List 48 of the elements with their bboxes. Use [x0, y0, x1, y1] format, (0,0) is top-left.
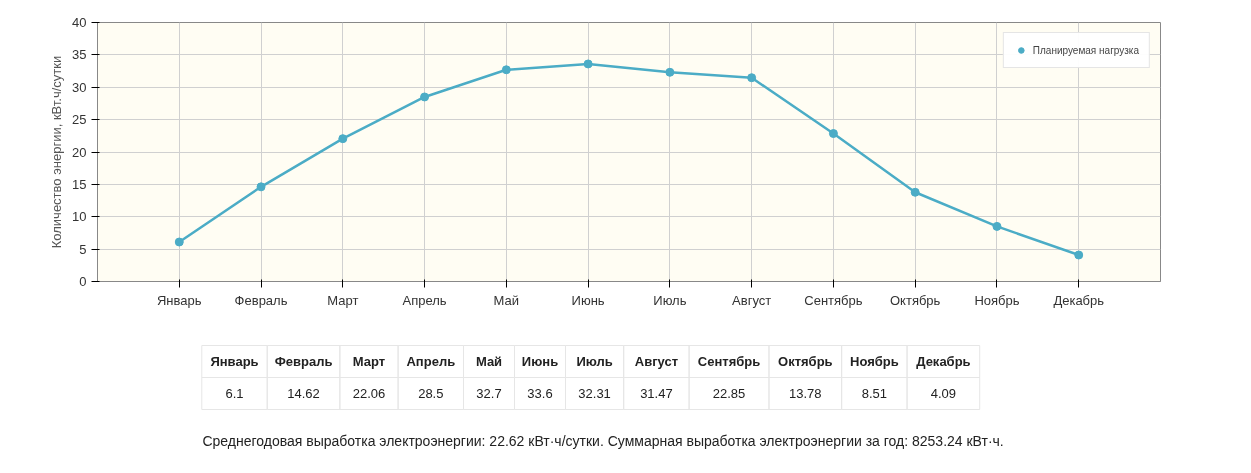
x-tick-label: Май [493, 292, 520, 308]
x-tick-label: Июнь [571, 292, 605, 308]
x-tick-label: Сентябрь [804, 292, 863, 308]
x-tick-label: Июль [653, 292, 687, 308]
data-label: 6.1 [225, 386, 244, 401]
x-tick-label: Февраль [234, 292, 288, 308]
x-tick-label: Апрель [402, 292, 447, 308]
category-label: Ноябрь [850, 354, 899, 369]
y-tick-label: 30 [72, 79, 87, 95]
x-tick-label: Ноябрь [974, 292, 1020, 308]
x-tick-label: Март [327, 292, 359, 308]
data-label: 28.5 [418, 386, 444, 401]
data-label: 32.7 [476, 386, 502, 401]
data-label: 22.85 [712, 386, 746, 401]
x-tick-label: Октябрь [890, 292, 941, 308]
data-label: 32.31 [578, 386, 611, 401]
category-label: Июнь [521, 354, 559, 369]
category-label: Январь [210, 354, 259, 369]
category-label: Сентябрь [697, 354, 761, 369]
category-label: Декабрь [916, 354, 971, 369]
y-tick-label: 20 [72, 144, 87, 160]
x-tick-label: Январь [156, 292, 202, 308]
y-tick-label: 5 [79, 241, 87, 257]
category-label: Апрель [406, 354, 456, 369]
y-tick-label: 0 [79, 274, 87, 289]
y-tick-label: 10 [72, 209, 87, 225]
data-label: 8.51 [861, 386, 888, 401]
category-label: Октябрь [778, 354, 833, 369]
y-tick-label: 35 [72, 47, 87, 63]
category-label: Август [634, 354, 679, 369]
data-label: 22.06 [352, 386, 386, 401]
data-label: 4.09 [930, 386, 957, 401]
data-label: 31.47 [640, 386, 673, 401]
data-label: 14.62 [287, 386, 320, 401]
text: Среднегодовая выработка электроэнергии: 22.62 кВт·ч/сутки. Суммарная выработка электроэнергии за год: 8253.24 кВт·ч. [202, 432, 1004, 449]
x-tick-label: Август [732, 292, 772, 308]
category-label: Февраль [274, 354, 333, 369]
y-tick-label: 15 [72, 176, 87, 192]
category-label: Май [475, 354, 503, 369]
y-tick-label: 40 [72, 15, 87, 30]
legend-label: Планируемая нагрузка [1032, 44, 1139, 56]
data-label: 33.6 [527, 386, 553, 401]
x-tick-label: Декабрь [1053, 292, 1105, 308]
category-label: Март [352, 354, 386, 369]
y-tick-label: 25 [72, 112, 87, 128]
category-label: Июль [576, 354, 613, 369]
data-label: 13.78 [789, 386, 822, 401]
y-axis-title: Количество энергии, кВт.ч/сутки [49, 55, 65, 249]
